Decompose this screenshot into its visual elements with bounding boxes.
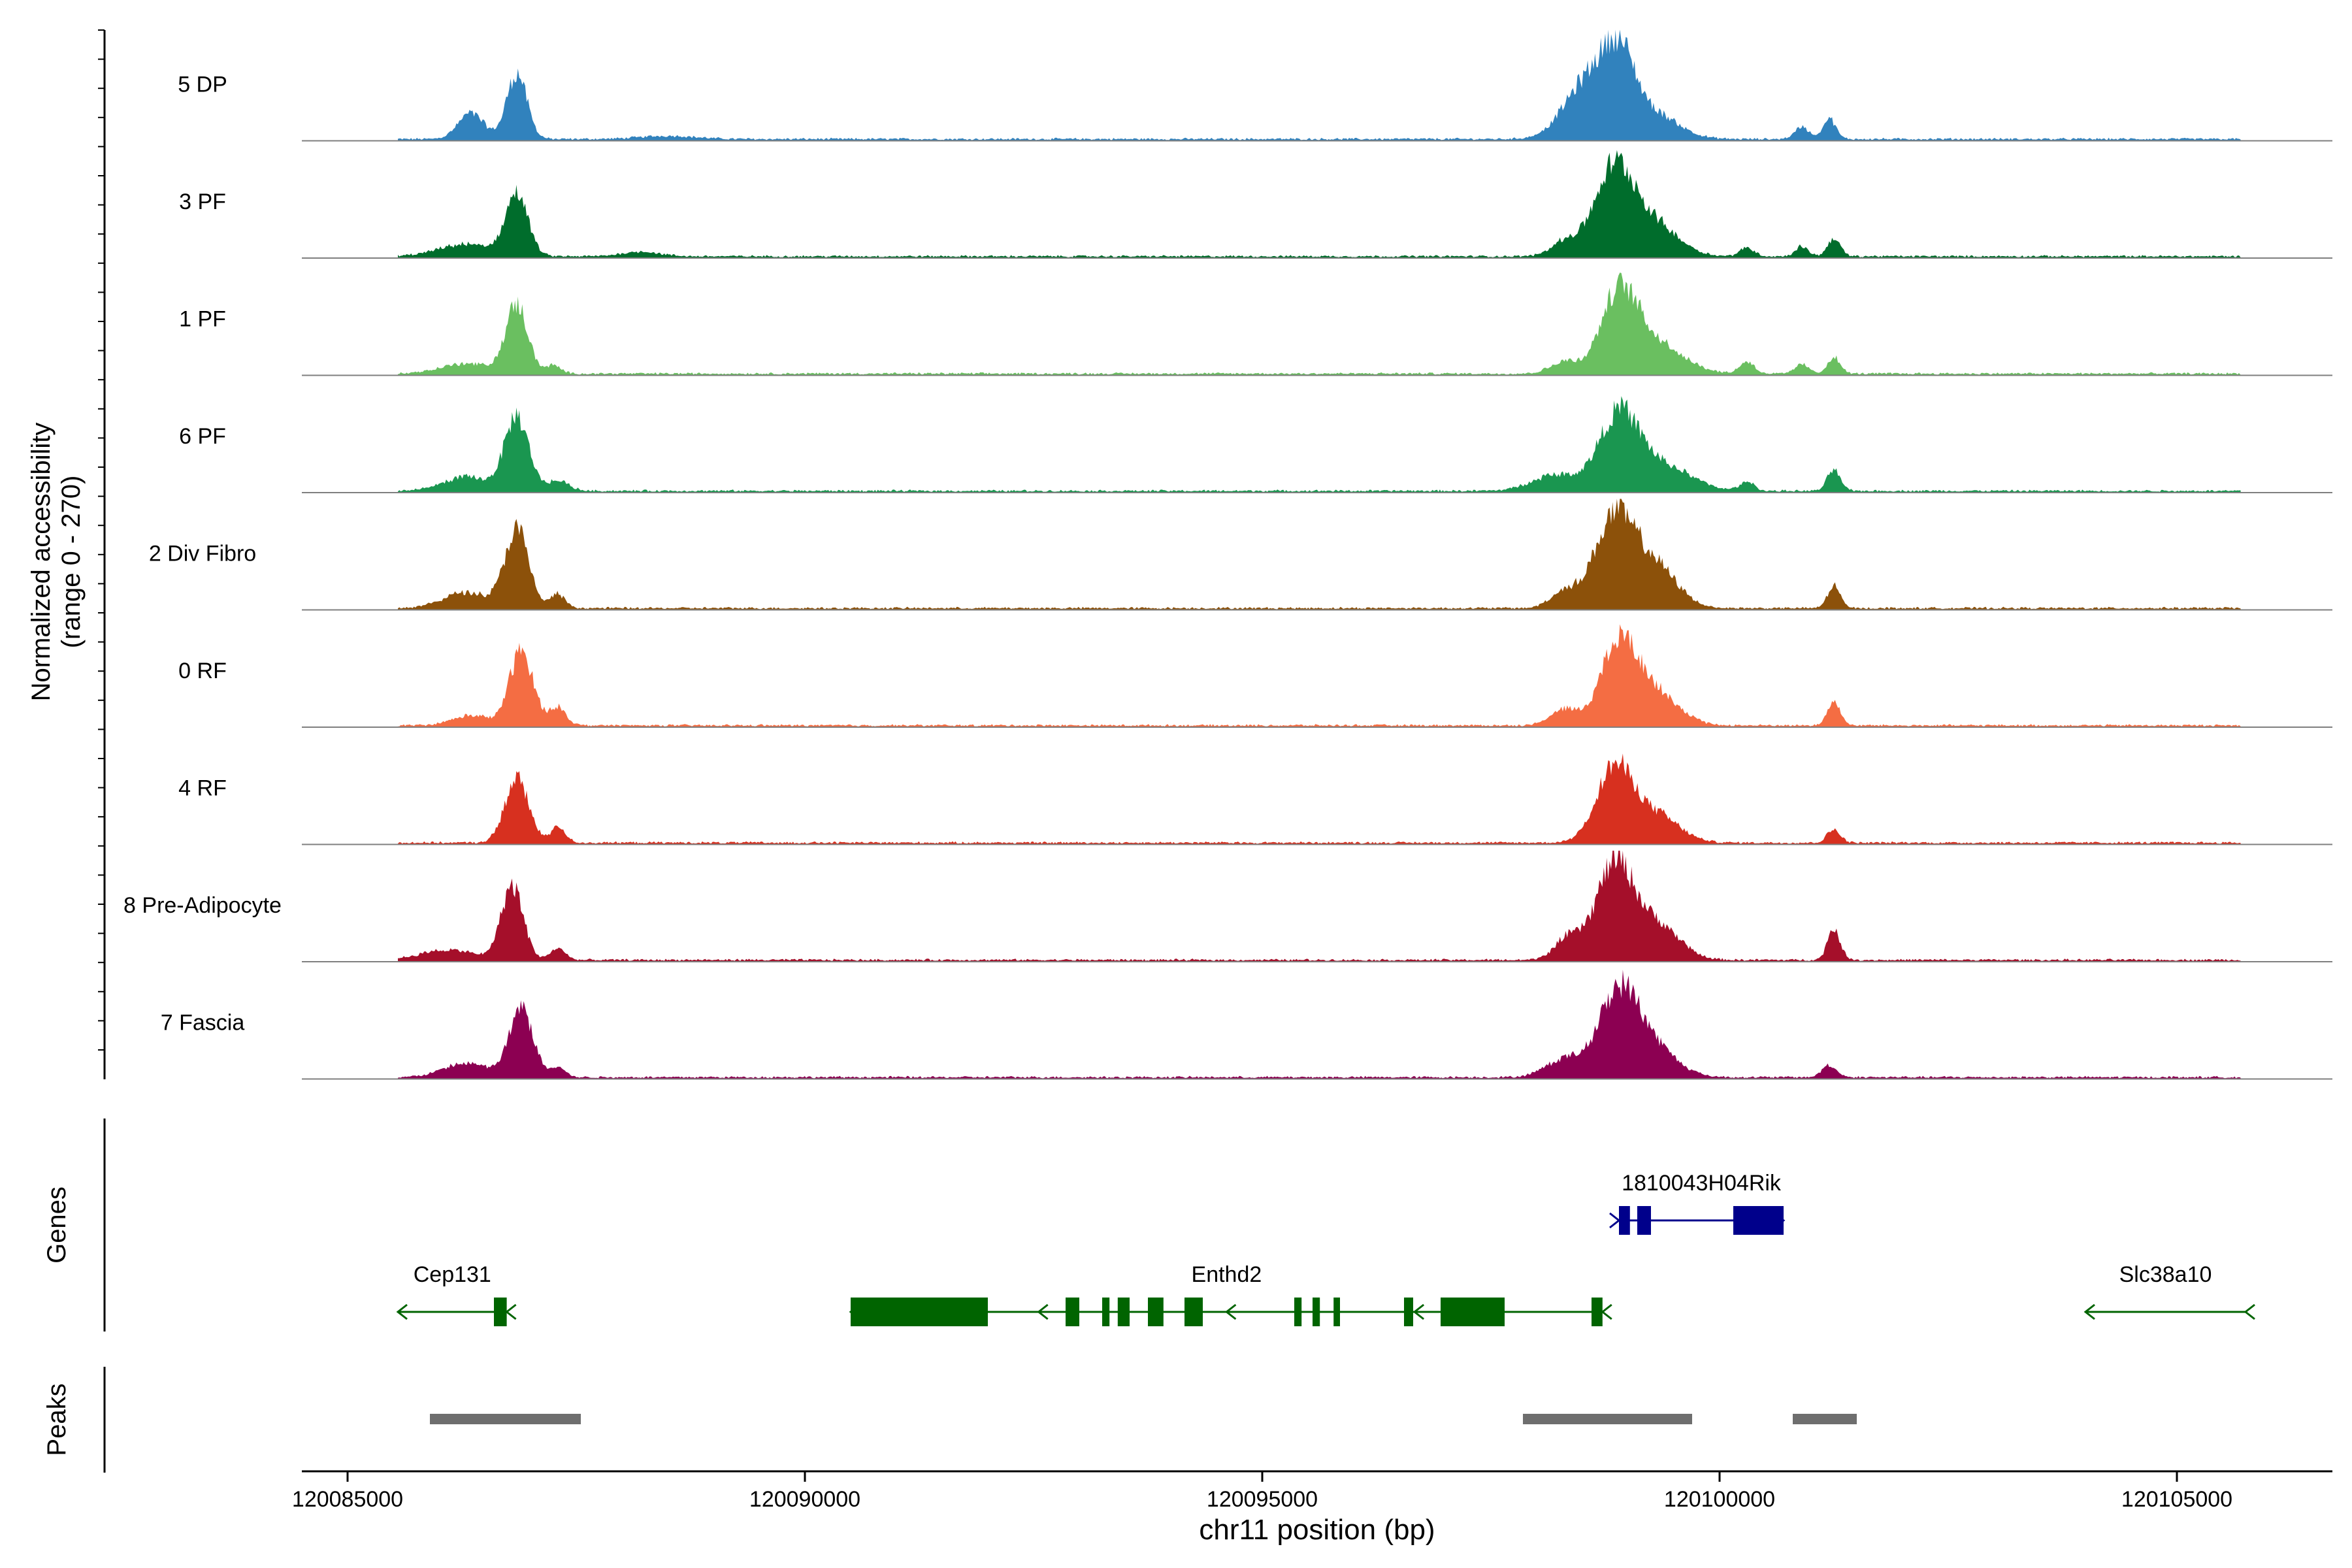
track-8-pre-adipocyte bbox=[302, 851, 2332, 962]
coverage-area-4-rf bbox=[398, 753, 2241, 845]
x-axis-ticks: 120085000 120090000 120095000 120100000 1201… bbox=[292, 1471, 2232, 1512]
track-6-pf bbox=[302, 396, 2332, 493]
exon bbox=[1733, 1206, 1784, 1235]
y-axis-label-line2: (range 0 - 270) bbox=[57, 476, 86, 649]
track-label-8-pre-adipocyte: 8 Pre-Adipocyte bbox=[123, 893, 282, 918]
peaks-axis-label: Peaks bbox=[42, 1383, 71, 1456]
track-4-rf bbox=[302, 753, 2332, 845]
track-7-fascia bbox=[302, 970, 2332, 1080]
strand-arrow bbox=[2083, 1303, 2095, 1320]
coverage-area-0-rf bbox=[398, 624, 2241, 727]
coverage-area-6-pf bbox=[398, 396, 2241, 493]
peak-region bbox=[430, 1414, 581, 1424]
track-2-div-fibro bbox=[302, 498, 2332, 611]
exon bbox=[1333, 1298, 1340, 1326]
x-axis: 120085000 120090000 120095000 120100000 1201… bbox=[292, 1470, 2332, 1512]
exon bbox=[1102, 1298, 1110, 1326]
track-label-0-rf: 0 RF bbox=[178, 659, 227, 683]
coverage-y-axis bbox=[98, 29, 106, 1079]
strand-arrow bbox=[1413, 1303, 1425, 1320]
exon bbox=[1619, 1206, 1630, 1235]
exon bbox=[851, 1298, 988, 1326]
coverage-y-ticks bbox=[98, 29, 105, 1051]
exon bbox=[1148, 1298, 1164, 1326]
strand-arrow bbox=[1037, 1303, 1049, 1320]
exon bbox=[1294, 1298, 1302, 1326]
coverage-area-5-dp bbox=[398, 29, 2241, 141]
track-label-7-fascia: 7 Fascia bbox=[161, 1011, 245, 1036]
exon bbox=[1637, 1206, 1651, 1235]
y-axis-label-line1: Normalized accessibility bbox=[27, 423, 56, 702]
x-tick-label: 120085000 bbox=[292, 1487, 403, 1512]
exon bbox=[1184, 1298, 1203, 1326]
peak-regions bbox=[430, 1414, 1857, 1424]
track-labels: 5 DP 3 PF 1 PF 6 PF 2 Div Fibro 0 RF 4 RF 8 Pre… bbox=[123, 73, 282, 1036]
exon bbox=[1066, 1298, 1079, 1326]
strand-arrow bbox=[2244, 1303, 2255, 1320]
strand-arrow bbox=[1224, 1303, 1237, 1320]
exon bbox=[1117, 1298, 1130, 1326]
track-3-pf bbox=[302, 150, 2332, 259]
strand-arrow bbox=[1609, 1212, 1621, 1229]
strand-arrow bbox=[505, 1303, 517, 1320]
gene-1810043h04rik: 1810043H04Rik bbox=[1609, 1171, 1786, 1235]
genes-axis-label: Genes bbox=[42, 1186, 71, 1264]
x-axis-label: chr11 position (bp) bbox=[1199, 1514, 1435, 1546]
x-tick-label: 120090000 bbox=[749, 1487, 860, 1512]
coverage-area-1-pf bbox=[398, 272, 2241, 376]
exon bbox=[494, 1298, 507, 1326]
exon bbox=[1313, 1298, 1320, 1326]
exon bbox=[1404, 1298, 1413, 1326]
strand-arrow bbox=[1601, 1303, 1612, 1320]
gene-annotations: Cep131 Enthd2 1810043H04Rik Slc38a10 bbox=[396, 1171, 2255, 1326]
exon bbox=[1441, 1298, 1505, 1326]
coverage-area-2-div-fibro bbox=[398, 498, 2241, 610]
coverage-area-3-pf bbox=[398, 150, 2241, 258]
track-label-4-rf: 4 RF bbox=[178, 776, 227, 801]
gene-label-1810043h04rik: 1810043H04Rik bbox=[1622, 1171, 1782, 1196]
gene-label-enthd2: Enthd2 bbox=[1192, 1262, 1262, 1287]
coverage-tracks bbox=[302, 29, 2332, 1080]
peak-region bbox=[1793, 1414, 1857, 1424]
gene-label-cep131: Cep131 bbox=[414, 1262, 491, 1287]
strand-arrow bbox=[396, 1303, 408, 1320]
track-label-3-pf: 3 PF bbox=[179, 189, 226, 214]
exon bbox=[1592, 1298, 1603, 1326]
track-label-5-dp: 5 DP bbox=[178, 73, 227, 97]
x-tick-label: 120105000 bbox=[2121, 1487, 2232, 1512]
coverage-area-7-fascia bbox=[398, 970, 2241, 1079]
gene-slc38a10: Slc38a10 bbox=[2083, 1262, 2255, 1320]
x-tick-label: 120100000 bbox=[1664, 1487, 1775, 1512]
coverage-area-8-pre-adipocyte bbox=[398, 851, 2241, 962]
track-label-2-div-fibro: 2 Div Fibro bbox=[149, 542, 256, 566]
track-label-6-pf: 6 PF bbox=[179, 424, 226, 449]
gene-label-slc38a10: Slc38a10 bbox=[2119, 1262, 2212, 1287]
peak-region bbox=[1523, 1414, 1692, 1424]
track-0-rf bbox=[302, 624, 2332, 728]
track-5-dp bbox=[302, 29, 2332, 142]
gene-enthd2: Enthd2 bbox=[849, 1262, 1612, 1326]
track-label-1-pf: 1 PF bbox=[179, 307, 226, 332]
gene-cep131: Cep131 bbox=[396, 1262, 517, 1326]
x-tick-label: 120095000 bbox=[1207, 1487, 1318, 1512]
track-1-pf bbox=[302, 272, 2332, 376]
